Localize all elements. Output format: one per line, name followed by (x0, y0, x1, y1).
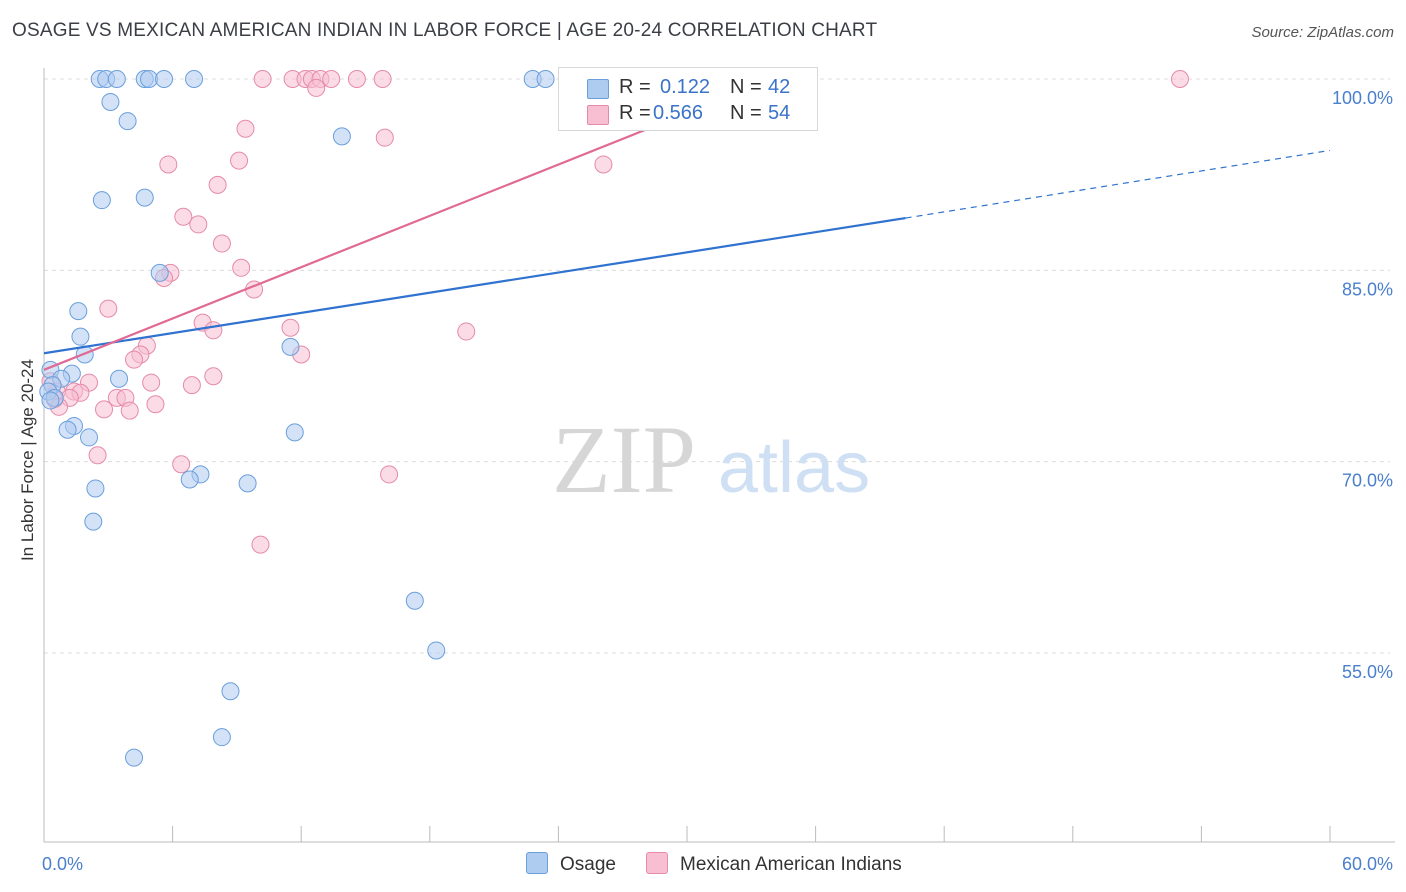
mexican-american-indians-point (212, 234, 231, 253)
mexican-american-indians-point (307, 78, 326, 97)
legend-n-label: N = (730, 102, 762, 124)
y-tick-label: 100.0% (1332, 88, 1393, 108)
watermark: ZIP atlas (552, 406, 870, 513)
mexican-american-indians-point (159, 155, 178, 174)
osage-point (285, 423, 304, 442)
mexican-american-indians-point (457, 322, 476, 341)
legend-swatch-osage (587, 79, 609, 99)
legend-n-label: N = (730, 76, 762, 98)
osage-point (107, 70, 126, 88)
mexican-american-indians-point (88, 446, 107, 465)
osage-point (238, 474, 257, 493)
mexican-american-indians-point (99, 299, 118, 318)
mexican-american-indians-point (204, 367, 223, 386)
osage-point (427, 641, 446, 660)
osage-point (110, 369, 129, 388)
mexican-american-indians-point (120, 401, 139, 420)
mexican-american-indians-point (230, 151, 249, 170)
osage-point (80, 428, 99, 447)
osage-point (69, 302, 88, 321)
legend-swatch-mexican-american-indians (587, 105, 609, 125)
legend-r-label: R = (619, 76, 651, 98)
mexican-american-indians-point (380, 465, 399, 484)
stats-legend: R = 0.122 N = 42 R = 0.566 N = 54 (558, 67, 818, 131)
osage-point (92, 191, 111, 210)
legend-n-value: 42 (768, 76, 791, 98)
osage-point (221, 682, 240, 701)
osage-point (536, 70, 555, 88)
osage-point (118, 112, 137, 131)
osage-trend-extension (905, 149, 1331, 219)
mexican-american-indians-point (251, 535, 270, 554)
mexican-american-indians-point (594, 155, 613, 174)
mexican-american-indians-point (322, 70, 341, 88)
legend-r-value: 0.566 (653, 102, 704, 124)
bottom-legend-swatch-osage (526, 852, 548, 874)
mexican-american-indians-point (142, 373, 161, 392)
bottom-legend-osage: Osage (526, 852, 616, 876)
x-tick-label: 0.0% (42, 854, 83, 874)
mexican-american-indians-point (375, 128, 394, 147)
mexican-american-indians-point (182, 376, 201, 395)
osage-point (185, 70, 204, 88)
mexican-american-indians-point (347, 70, 366, 88)
bottom-legend-mexican-american-indians: Mexican American Indians (646, 852, 902, 876)
osage-point (212, 728, 231, 747)
mexican-american-indians-point (208, 175, 227, 194)
mexican-american-indians-point (281, 318, 300, 337)
mexican-american-indians-point (174, 207, 193, 226)
watermark-atlas: atlas (718, 428, 870, 508)
osage-point (135, 188, 154, 207)
y-tick-label: 55.0% (1342, 662, 1393, 682)
mexican-american-indians-point (189, 215, 208, 234)
mexican-american-indians-point (125, 350, 144, 369)
legend-row-mexican-american-indians: R = 0.566 N = 54 (587, 102, 807, 128)
legend-row-osage: R = 0.122 N = 42 (587, 76, 807, 102)
mexican-american-indians-point (146, 395, 165, 414)
legend-n-value: 54 (768, 102, 791, 124)
mexican-american-indians-point (172, 455, 191, 474)
mexican-american-indians-point (253, 70, 272, 88)
bottom-legend-label-mexican-american-indians: Mexican American Indians (680, 854, 902, 875)
osage-point (41, 391, 60, 410)
mexican-american-indians-point (236, 119, 255, 138)
series-osage (39, 70, 744, 767)
chart-title: OSAGE VS MEXICAN AMERICAN INDIAN IN LABO… (12, 20, 878, 41)
tick-labels: 55.0% 70.0% 85.0% 100.0% 0.0% 60.0% (42, 88, 1393, 874)
osage-point (155, 70, 174, 88)
osage-point (150, 263, 169, 282)
osage-point (332, 127, 351, 146)
osage-point (125, 748, 144, 767)
bottom-legend-label-osage: Osage (560, 854, 616, 875)
osage-trend-line (43, 216, 906, 355)
legend-r-label: R = (619, 102, 651, 124)
osage-point (180, 470, 199, 489)
axes (43, 68, 1395, 843)
y-tick-label: 85.0% (1342, 279, 1393, 299)
mexican-american-indians-point (95, 400, 114, 419)
watermark-zip: ZIP (552, 406, 696, 513)
source-label: Source: ZipAtlas.com (1251, 24, 1394, 41)
legend-r-value: 0.122 (660, 76, 711, 98)
osage-point (58, 420, 77, 439)
osage-point (281, 337, 300, 356)
y-axis-label: In Labor Force | Age 20-24 (18, 359, 37, 561)
osage-point (140, 70, 159, 88)
x-tick-label: 60.0% (1342, 854, 1393, 874)
mexican-american-indians-point (232, 258, 251, 277)
osage-point (405, 591, 424, 610)
osage-point (86, 479, 105, 498)
mexican-american-indians-point (204, 321, 223, 340)
mexican-american-indians-point (373, 70, 392, 88)
osage-point (71, 327, 90, 346)
y-tick-label: 70.0% (1342, 471, 1393, 491)
bottom-legend-swatch-mexican-american-indians (646, 852, 668, 874)
mexican-american-indians-point (1170, 70, 1189, 88)
osage-point (84, 512, 103, 531)
osage-point (101, 92, 120, 111)
